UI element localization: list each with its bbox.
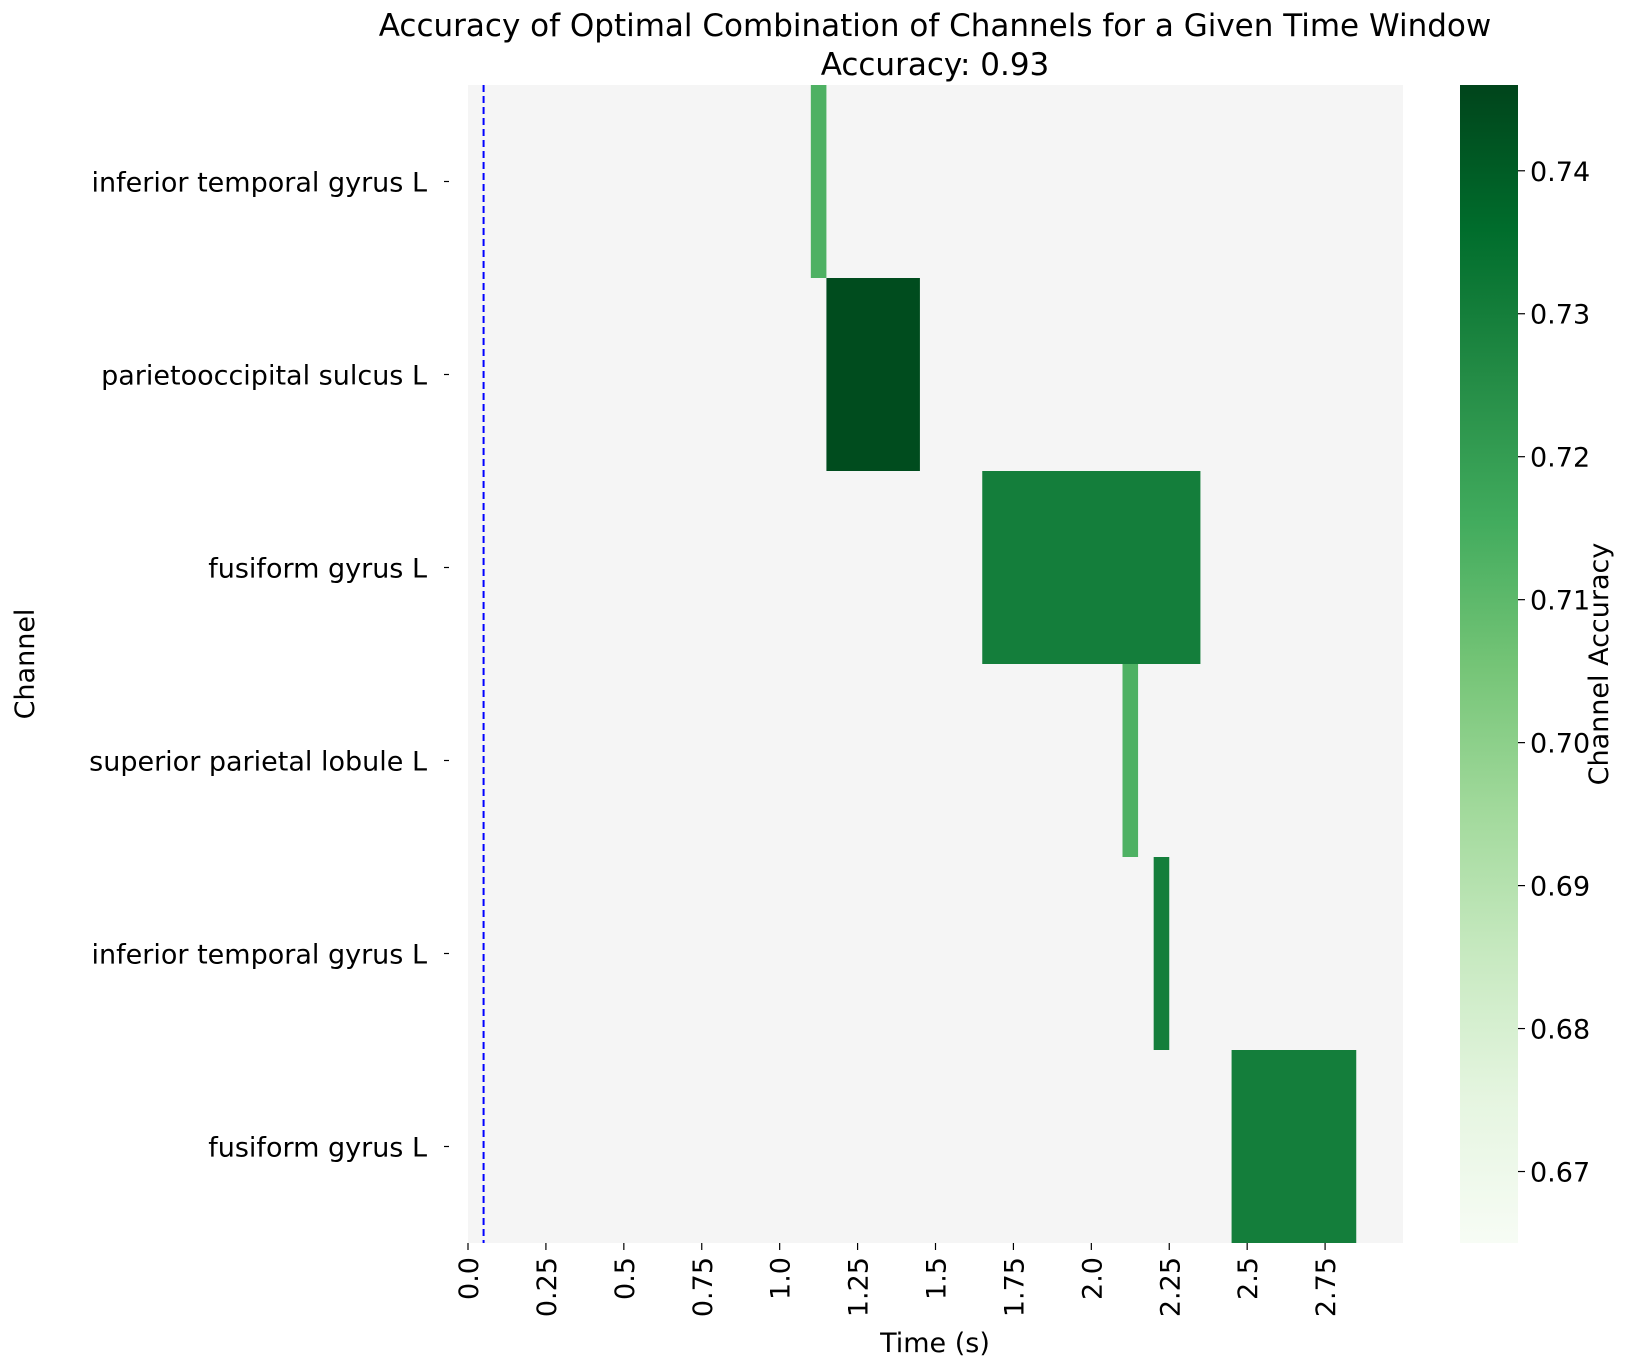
colorbar-label: Channel Accuracy <box>1584 543 1615 786</box>
x-tick-label: 0.0 <box>454 1257 485 1300</box>
heatmap-cell-3 <box>1122 664 1139 857</box>
y-tick-label: fusiform gyrus L <box>208 554 427 585</box>
colorbar-tick-label: 0.67 <box>1530 1158 1590 1189</box>
colorbar-tick-label: 0.70 <box>1530 729 1590 760</box>
colorbar-tick-label: 0.74 <box>1530 157 1590 188</box>
heatmap-cell-5 <box>1231 1050 1357 1243</box>
x-tick-label: 1.25 <box>844 1257 875 1317</box>
x-tick-label: 2.0 <box>1077 1257 1108 1300</box>
heatmap-cell-2 <box>982 471 1201 664</box>
colorbar: 0.67 0.68 0.69 0.70 0.71 0.72 0.73 0.74 <box>1460 85 1590 1243</box>
y-tick-label: parietooccipital sulcus L <box>101 361 427 392</box>
colorbar-tick-label: 0.72 <box>1530 443 1590 474</box>
plot-area <box>468 85 1403 1243</box>
chart-subtitle: Accuracy: 0.93 <box>821 47 1050 83</box>
y-tick-label: superior parietal lobule L <box>89 747 427 778</box>
colorbar-tick-label: 0.69 <box>1530 872 1590 903</box>
x-tick-label: 0.75 <box>688 1257 719 1317</box>
x-tick-label: 1.5 <box>922 1257 953 1300</box>
colorbar-gradient <box>1460 85 1518 1243</box>
heatmap-cell-0 <box>810 85 827 278</box>
y-axis-label: Channel <box>10 609 41 720</box>
colorbar-tick-label: 0.71 <box>1530 586 1590 617</box>
x-tick-label: 2.75 <box>1311 1257 1342 1317</box>
heatmap-cell-4 <box>1153 857 1170 1050</box>
y-tick-label: inferior temporal gyrus L <box>92 940 427 971</box>
x-axis-label: Time (s) <box>879 1328 990 1359</box>
y-tick-label: fusiform gyrus L <box>208 1133 427 1164</box>
colorbar-tick-label: 0.73 <box>1530 300 1590 331</box>
x-tick-label: 2.25 <box>1155 1257 1186 1317</box>
y-tick-label: inferior temporal gyrus L <box>92 168 427 199</box>
x-tick-label: 2.5 <box>1233 1257 1264 1300</box>
y-axis: inferior temporal gyrus L parietooccipita… <box>89 168 449 1164</box>
x-tick-label: 0.5 <box>610 1257 641 1300</box>
chart-title: Accuracy of Optimal Combination of Chann… <box>379 8 1491 44</box>
x-axis: 0.0 0.25 0.5 0.75 1.0 1.25 1.5 1.75 2.0 2.25 2.5 2.… <box>454 1243 1342 1317</box>
x-tick-label: 0.25 <box>532 1257 563 1317</box>
x-tick-label: 1.75 <box>999 1257 1030 1317</box>
heatmap-cell-1 <box>826 278 920 471</box>
x-tick-label: 1.0 <box>766 1257 797 1300</box>
colorbar-tick-label: 0.68 <box>1530 1015 1590 1046</box>
